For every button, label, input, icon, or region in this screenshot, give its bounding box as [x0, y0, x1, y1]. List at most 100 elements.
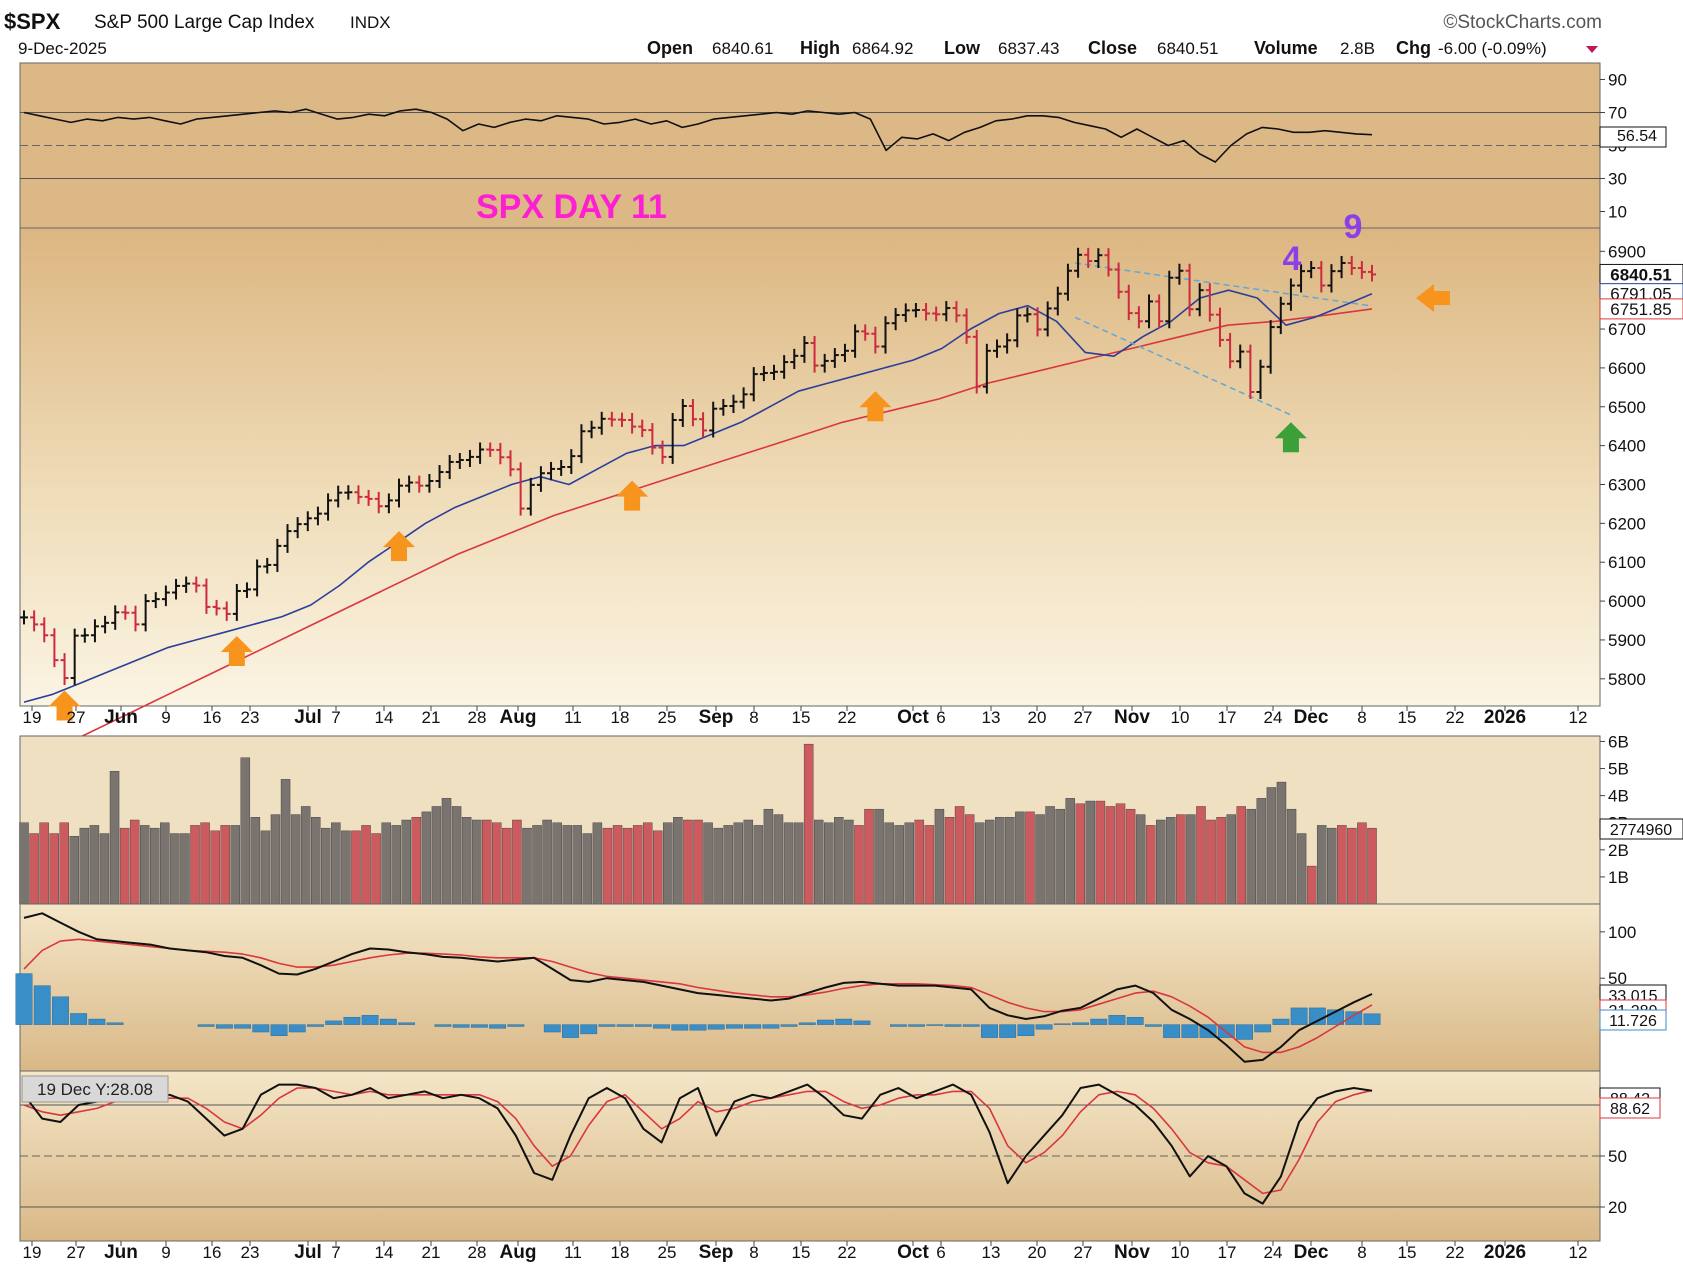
macd-histogram-bar [452, 1024, 470, 1028]
price-bar [942, 301, 951, 322]
price-bar [567, 449, 576, 474]
x-tick-label: 2026 [1484, 1242, 1526, 1263]
x-tick-label: 7 [331, 1243, 340, 1262]
price-bar [1175, 263, 1184, 285]
price-bar [780, 355, 789, 379]
price-bar [303, 511, 312, 532]
x-tick-label: Dec [1294, 1242, 1329, 1263]
price-bar [405, 475, 414, 493]
macd-histogram-bar [1163, 1024, 1181, 1038]
volume-bar [813, 819, 824, 905]
volume-bar [431, 806, 442, 905]
volume-bar [250, 817, 261, 905]
quote-label-low: Low [944, 38, 981, 58]
macd-panel: 10050033.01521.28911.726 [15, 903, 1667, 1072]
macd-histogram-bar [361, 1015, 379, 1025]
volume-value-box [1599, 818, 1683, 840]
price-bar [1033, 307, 1042, 337]
x-tick-label: Dec [1294, 707, 1329, 728]
macd-histogram-bar [325, 1020, 343, 1025]
volume-bar [129, 819, 140, 905]
x-tick-label: 18 [611, 1243, 630, 1262]
price-bar [922, 303, 931, 321]
rsi-y-tick-label: 30 [1608, 170, 1627, 189]
x-tick-label: 22 [838, 708, 857, 727]
macd-histogram-bar [908, 1024, 925, 1027]
volume-y-tick-label: 2B [1608, 841, 1629, 860]
price-y-tick-label: 5900 [1608, 631, 1646, 650]
quote-label-high: High [800, 38, 840, 58]
price-bar [800, 336, 809, 363]
price-bar [486, 442, 495, 457]
price-bar [344, 485, 353, 500]
x-tick-label: 17 [1218, 1243, 1237, 1262]
volume-bar [79, 827, 90, 905]
volume-bar [371, 833, 381, 905]
volume-bar [834, 817, 844, 905]
price-bar [861, 324, 870, 341]
price-bar [334, 485, 343, 508]
price-bar [212, 599, 221, 616]
volume-bar [1025, 811, 1035, 905]
macd-histogram-bar [471, 1024, 488, 1028]
price-bar [1327, 264, 1336, 293]
macd-histogram-bar [88, 1018, 106, 1025]
price-bar [1236, 344, 1245, 369]
price-bar [820, 353, 829, 373]
x-tick-label: 14 [375, 1243, 394, 1262]
macd-histogram-bar [1017, 1024, 1035, 1036]
macd-histogram-bar [234, 1024, 251, 1029]
index-name: S&P 500 Large Cap Index [94, 12, 315, 33]
volume-bar [884, 822, 894, 905]
price-bar [131, 605, 140, 632]
volume-bar [1045, 806, 1055, 905]
volume-bar [1327, 827, 1337, 905]
volume-bar [693, 819, 703, 905]
price-bar [1276, 296, 1285, 335]
price-bar [1266, 320, 1275, 374]
volume-bar [421, 811, 432, 905]
rsi-value-box [1599, 126, 1667, 148]
price-bar [1124, 284, 1133, 321]
price-bar [324, 493, 333, 521]
price-bar [699, 412, 708, 438]
macd-histogram-bar [489, 1024, 507, 1029]
quote-label-close: Close [1088, 38, 1137, 58]
price-bar [1074, 247, 1083, 278]
price-bar [40, 617, 49, 643]
x-tick-label: 8 [749, 1243, 758, 1262]
price-bar [536, 466, 545, 492]
price-bar [891, 308, 900, 331]
price-bar [70, 628, 79, 686]
orange-up-arrow-icon [859, 391, 892, 422]
volume-bar [653, 830, 663, 905]
price-bar [1185, 263, 1194, 317]
price-bar [516, 462, 525, 516]
volume-bar [180, 833, 190, 905]
volume-bar [190, 825, 200, 905]
price-bar [293, 517, 302, 539]
volume-bar [914, 819, 925, 905]
price-bar [232, 583, 241, 621]
volume-bar [1196, 806, 1206, 905]
volume-bar [703, 822, 713, 905]
price-bar [111, 605, 120, 630]
macd-histogram-bar [1363, 1013, 1381, 1025]
price-bar [445, 454, 454, 480]
macd-histogram-bar [999, 1024, 1017, 1038]
macd-histogram-bar [215, 1024, 233, 1029]
x-tick-label: 6 [936, 1243, 945, 1262]
price-bar [972, 329, 981, 394]
x-tick-label: 28 [468, 708, 487, 727]
macd-histogram-bar [707, 1024, 725, 1030]
quote-value-close: 6840.51 [1157, 39, 1218, 58]
volume-bar [1246, 808, 1257, 905]
price-bar [982, 343, 991, 394]
volume-bar [944, 817, 955, 905]
volume-bar [69, 836, 80, 905]
price-bar [1094, 248, 1103, 269]
volume-bar [934, 808, 945, 905]
volume-bar [29, 833, 39, 905]
macd-panel-background [19, 903, 1601, 1072]
volume-bar [160, 822, 170, 905]
